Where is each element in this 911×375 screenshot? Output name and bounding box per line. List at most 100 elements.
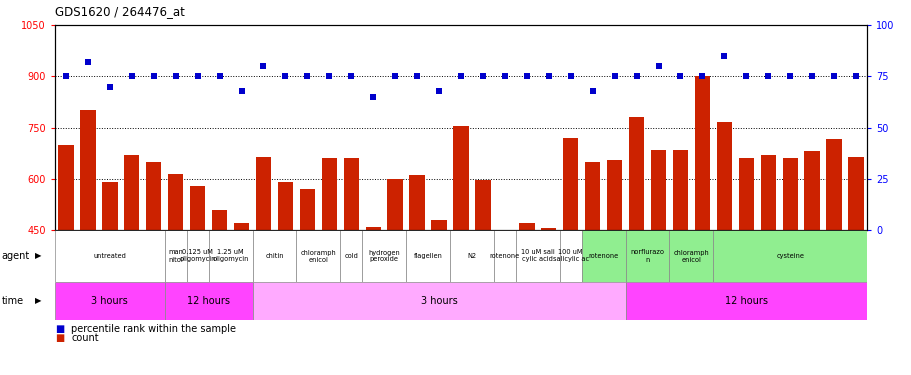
Point	[147, 73, 161, 79]
Point	[738, 73, 752, 79]
Bar	[409, 176, 425, 230]
Bar	[453, 126, 468, 230]
Bar	[296, 230, 340, 282]
Point	[826, 73, 841, 79]
Text: 12 hours: 12 hours	[724, 296, 767, 306]
Bar	[362, 230, 405, 282]
Bar	[847, 156, 863, 230]
Bar	[449, 230, 494, 282]
Text: 3 hours: 3 hours	[420, 296, 457, 306]
Bar	[782, 158, 797, 230]
Bar	[343, 158, 359, 230]
Bar	[475, 180, 490, 230]
Text: cold: cold	[344, 253, 358, 259]
Point	[125, 73, 139, 79]
Text: 100 uM
salicylic ac: 100 uM salicylic ac	[552, 249, 589, 262]
Point	[519, 73, 534, 79]
Text: agent: agent	[2, 251, 30, 261]
Text: N2: N2	[467, 253, 476, 259]
Point	[760, 73, 774, 79]
Bar	[540, 228, 556, 230]
Bar	[738, 158, 753, 230]
Bar	[760, 155, 775, 230]
Text: ▶: ▶	[35, 252, 41, 261]
Point	[58, 73, 73, 79]
Text: hydrogen
peroxide: hydrogen peroxide	[368, 249, 400, 262]
Bar	[584, 162, 599, 230]
Bar	[165, 230, 187, 282]
Bar	[562, 138, 578, 230]
Bar	[55, 230, 165, 282]
Text: 3 hours: 3 hours	[91, 296, 128, 306]
Bar	[387, 179, 403, 230]
Text: 0.125 uM
oligomycin: 0.125 uM oligomycin	[179, 249, 216, 262]
Bar	[825, 140, 841, 230]
Bar	[146, 162, 161, 230]
Text: GDS1620 / 264476_at: GDS1620 / 264476_at	[55, 5, 185, 18]
Point	[190, 73, 205, 79]
Bar	[165, 282, 252, 320]
Point	[234, 88, 249, 94]
Point	[169, 73, 183, 79]
Bar	[80, 110, 96, 230]
Point	[476, 73, 490, 79]
Point	[278, 73, 292, 79]
Bar	[607, 160, 621, 230]
Point	[322, 73, 336, 79]
Bar	[189, 186, 205, 230]
Point	[650, 63, 665, 69]
Text: chloramph
enicol: chloramph enicol	[300, 249, 336, 262]
Bar	[804, 152, 819, 230]
Text: norflurazo
n: norflurazo n	[630, 249, 664, 262]
Bar	[55, 282, 165, 320]
Text: ■: ■	[55, 333, 64, 343]
Bar	[625, 230, 669, 282]
Bar	[252, 230, 296, 282]
Bar	[516, 230, 559, 282]
Point	[343, 73, 358, 79]
Text: percentile rank within the sample: percentile rank within the sample	[71, 324, 236, 334]
Text: ■: ■	[55, 324, 64, 334]
Text: rotenone: rotenone	[489, 253, 519, 259]
Bar	[650, 150, 665, 230]
Text: cysteine: cysteine	[775, 253, 804, 259]
Bar	[518, 223, 534, 230]
Bar	[124, 155, 139, 230]
Point	[629, 73, 643, 79]
Point	[256, 63, 271, 69]
Text: 1.25 uM
oligomycin: 1.25 uM oligomycin	[212, 249, 249, 262]
Point	[409, 73, 424, 79]
Point	[782, 73, 796, 79]
Point	[607, 73, 621, 79]
Bar	[322, 158, 337, 230]
Point	[453, 73, 467, 79]
Bar	[252, 282, 625, 320]
Bar	[581, 230, 625, 282]
Point	[694, 73, 709, 79]
Point	[563, 73, 578, 79]
Text: rotenone: rotenone	[588, 253, 618, 259]
Bar	[187, 230, 209, 282]
Point	[672, 73, 687, 79]
Bar	[209, 230, 252, 282]
Point	[497, 73, 512, 79]
Point	[80, 59, 95, 65]
Bar	[629, 117, 643, 230]
Bar	[365, 226, 381, 230]
Point	[541, 73, 556, 79]
Bar	[496, 230, 512, 242]
Point	[431, 88, 445, 94]
Text: ▶: ▶	[35, 297, 41, 306]
Bar	[712, 230, 866, 282]
Text: man
nitol: man nitol	[169, 249, 183, 262]
Bar	[625, 282, 866, 320]
Bar	[716, 122, 732, 230]
Text: untreated: untreated	[93, 253, 126, 259]
Text: chloramph
enicol: chloramph enicol	[673, 249, 709, 262]
Bar	[168, 174, 183, 230]
Text: flagellen: flagellen	[414, 253, 442, 259]
Point	[716, 53, 731, 59]
Text: 10 uM sali
cylic acid: 10 uM sali cylic acid	[520, 249, 554, 262]
Point	[387, 73, 402, 79]
Bar	[431, 220, 446, 230]
